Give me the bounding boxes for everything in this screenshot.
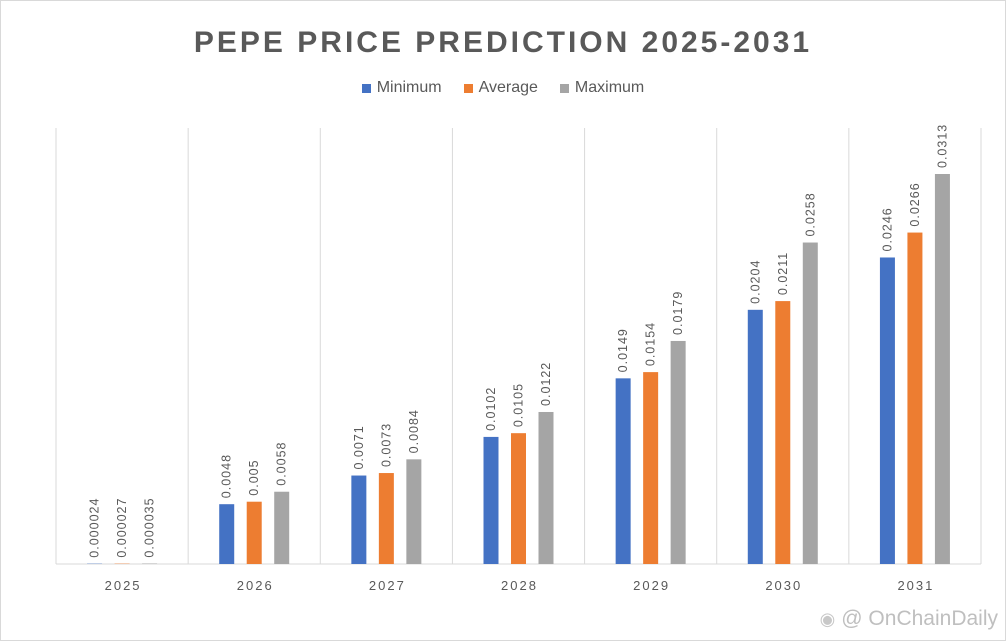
bar-minimum: [219, 504, 235, 564]
bar-minimum: [747, 309, 763, 564]
legend-label-minimum: Minimum: [376, 79, 442, 96]
bar-average: [907, 232, 923, 564]
data-label: 0.0102: [484, 387, 498, 431]
data-label: 0.0204: [748, 260, 762, 304]
legend-item-minimum: Minimum: [361, 79, 442, 97]
data-label: 0.0105: [512, 383, 526, 427]
bar-average: [643, 372, 659, 564]
bar-average: [511, 433, 526, 564]
bar-minimum: [351, 475, 367, 564]
bar-maximum: [406, 459, 422, 564]
bar-average: [775, 301, 791, 564]
bar-minimum: [615, 378, 631, 564]
bar-maximum: [934, 174, 950, 564]
x-tick-label: 2031: [897, 578, 934, 593]
data-label: 0.0246: [880, 207, 894, 251]
data-label: 0.0058: [275, 441, 289, 485]
x-tick-label: 2028: [501, 578, 538, 593]
data-label: 0.000035: [143, 497, 157, 557]
data-label: 0.0179: [671, 291, 685, 335]
data-label: 0.0048: [220, 454, 234, 498]
x-tick-label: 2027: [369, 578, 406, 593]
data-label: 0.0258: [803, 192, 817, 236]
weibo-icon: ◉: [819, 608, 836, 629]
x-tick-label: 2025: [105, 578, 142, 593]
x-tick-label: 2029: [633, 578, 670, 593]
legend-label-average: Average: [478, 79, 538, 96]
legend-label-maximum: Maximum: [574, 79, 645, 96]
data-label: 0.0266: [908, 182, 922, 226]
legend-swatch-average: [463, 83, 473, 93]
bar-maximum: [274, 491, 290, 564]
bar-average: [246, 501, 262, 564]
data-label: 0.000027: [115, 498, 129, 558]
bar-minimum: [879, 257, 895, 564]
data-label: 0.0084: [407, 409, 421, 453]
x-tick-label: 2026: [237, 578, 274, 593]
data-label: 0.000024: [88, 498, 102, 558]
bar-maximum: [538, 411, 554, 564]
watermark: ◉ @ OnChainDaily: [820, 607, 998, 631]
legend-item-average: Average: [463, 79, 538, 97]
data-label: 0.0154: [644, 322, 658, 366]
watermark-text: @ OnChainDaily: [841, 607, 998, 630]
bar-minimum: [483, 436, 499, 564]
bar-average: [378, 473, 394, 564]
legend-swatch-maximum: [559, 83, 569, 93]
data-label: 0.0313: [935, 124, 949, 168]
bar-maximum: [670, 340, 686, 564]
legend: Minimum Average Maximum: [0, 79, 1006, 97]
chart-title: PEPE PRICE PREDICTION 2025-2031: [193, 26, 813, 59]
bar-maximum: [802, 242, 818, 565]
legend-swatch-minimum: [361, 83, 371, 93]
data-label: 0.0122: [539, 362, 553, 406]
data-label: 0.0071: [352, 425, 366, 469]
data-label: 0.0073: [379, 423, 393, 467]
legend-item-maximum: Maximum: [559, 79, 645, 97]
x-tick-label: 2030: [765, 578, 802, 593]
data-label: 0.0149: [616, 328, 630, 372]
data-label: 0.0211: [776, 252, 790, 295]
data-label: 0.005: [247, 459, 261, 495]
